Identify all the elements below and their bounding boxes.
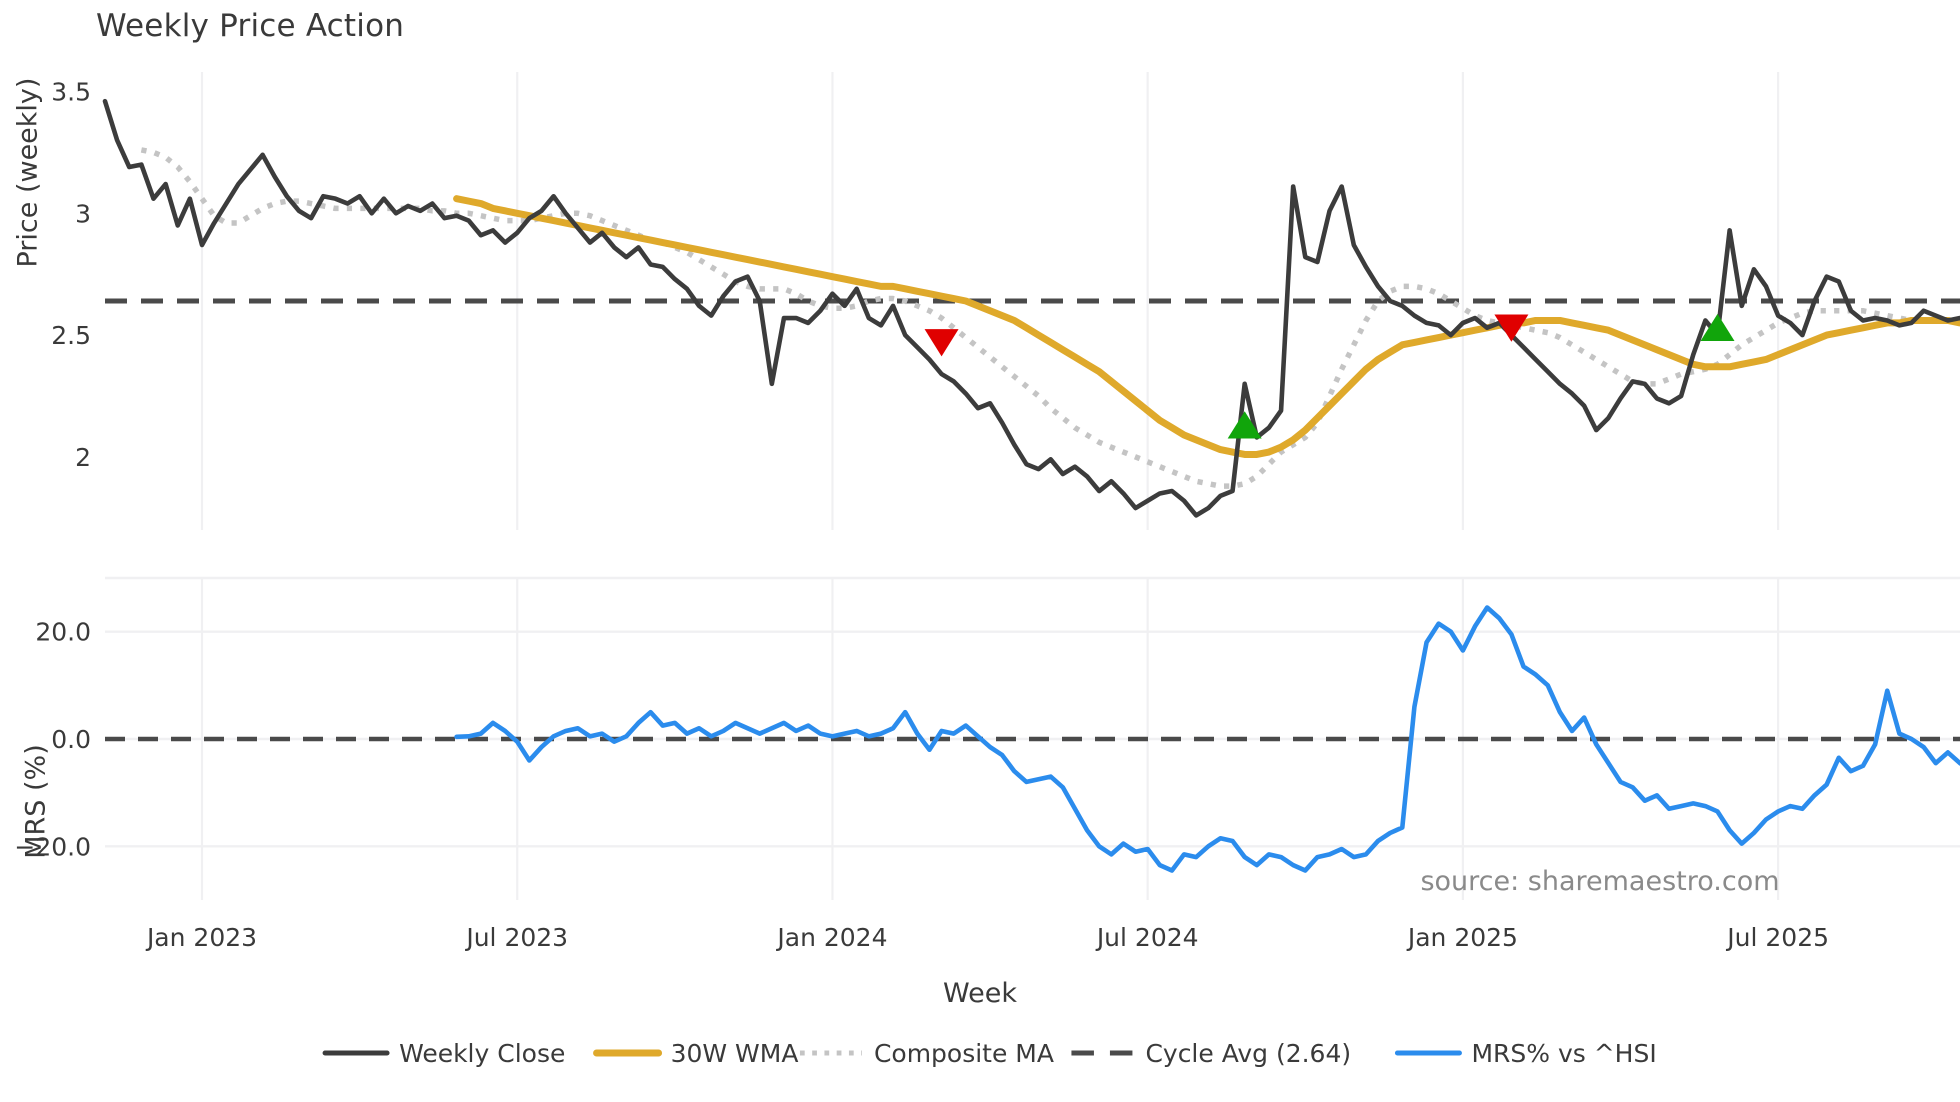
legend-label-mrs-vs-hsi: MRS% vs ^HSI — [1471, 1039, 1656, 1068]
price-y-tick: 2.5 — [51, 321, 91, 350]
mrs-y-tick-labels: 20.0 0.0 −20.0 — [14, 618, 91, 862]
price-series-group — [102, 98, 1960, 518]
x-tick: Jan 2023 — [145, 923, 257, 952]
legend-label-weekly-close: Weekly Close — [399, 1039, 565, 1068]
sell-signal-marker — [924, 329, 959, 357]
x-tick: Jan 2024 — [775, 923, 887, 952]
x-tick: Jan 2025 — [1406, 923, 1518, 952]
series-30w-wma — [453, 195, 1960, 458]
buy-signal-marker — [1227, 411, 1262, 439]
legend-label-30w-wma: 30W WMA — [671, 1039, 799, 1068]
x-tick: Jul 2023 — [464, 923, 568, 952]
mrs-y-tick: 20.0 — [35, 618, 91, 647]
mrs-y-tick: 0.0 — [51, 725, 91, 754]
price-y-tick: 3.5 — [51, 77, 91, 106]
source-watermark: source: sharemaestro.com — [1420, 866, 1779, 897]
mrs-y-tick: −20.0 — [14, 832, 91, 861]
sell-signal-marker — [1494, 314, 1529, 342]
legend-label-composite-ma: Composite MA — [874, 1039, 1054, 1068]
series-weekly-close — [102, 98, 1960, 518]
page-title: Weekly Price Action — [96, 8, 405, 44]
x-axis-label: Week — [943, 978, 1017, 1009]
buy-signal-marker — [1700, 313, 1735, 342]
price-y-tick: 3 — [75, 199, 91, 228]
mrs-series-group — [454, 605, 1960, 873]
x-tick-labels: Jan 2023 Jul 2023 Jan 2024 Jul 2024 Jan 2025… — [145, 923, 1829, 952]
price-y-tick: 2 — [75, 443, 91, 472]
x-tick: Jul 2024 — [1095, 923, 1199, 952]
price-y-tick-labels: 3.5 3 2.5 2 — [51, 77, 91, 471]
series-mrs-pct — [454, 605, 1960, 873]
legend-label-cycle-avg-2-64-: Cycle Avg (2.64) — [1145, 1039, 1351, 1068]
signal-markers-group — [924, 313, 1735, 439]
x-tick: Jul 2025 — [1725, 923, 1829, 952]
series-composite-ma — [140, 147, 1960, 489]
chart-legend: Weekly Close 30W WMA Composite MA Cycle Avg… — [322, 1039, 1657, 1068]
